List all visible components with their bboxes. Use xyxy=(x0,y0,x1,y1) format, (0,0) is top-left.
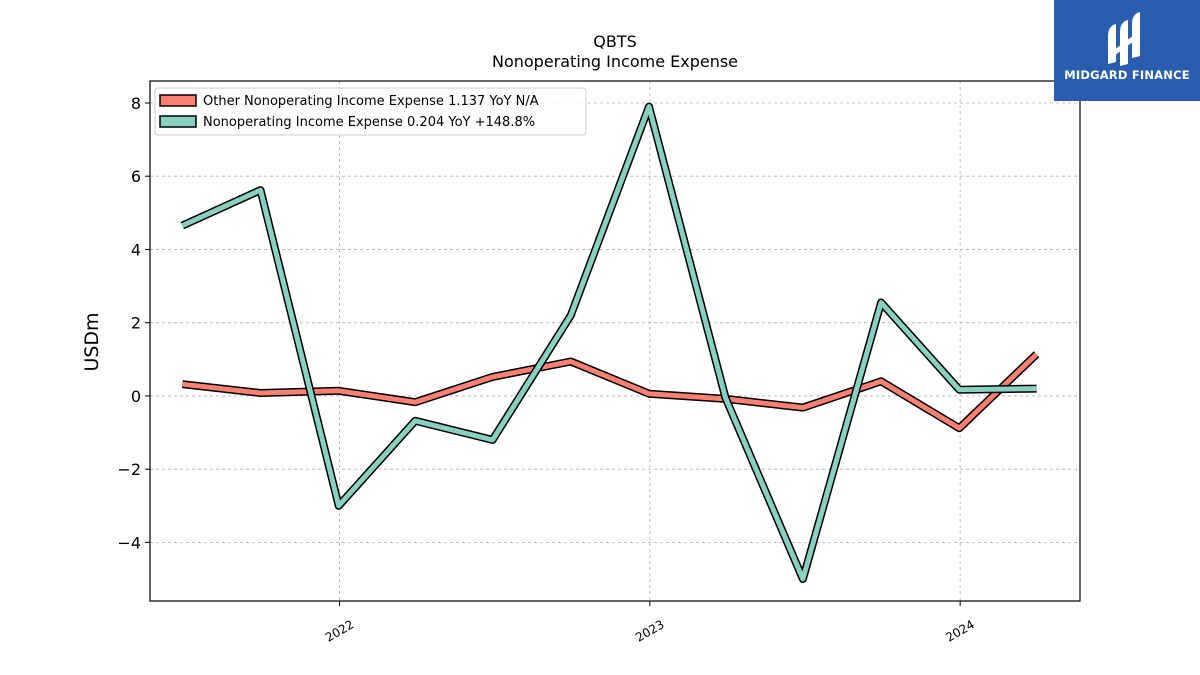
x-axis: 2022 2023 2024 xyxy=(323,601,977,645)
y-tick-label: 2 xyxy=(131,314,141,333)
legend-box xyxy=(154,87,587,136)
chart-subtitle: Nonoperating Income Expense xyxy=(492,52,738,71)
x-tick-label: 2022 xyxy=(323,617,356,644)
legend-swatch-nonoperating xyxy=(159,115,197,128)
y-tick-label: −2 xyxy=(117,460,141,479)
legend-label-other-nonoperating: Other Nonoperating Income Expense 1.137 … xyxy=(203,94,539,109)
series-lines xyxy=(180,102,1040,583)
grid-lines xyxy=(150,81,1080,601)
y-tick-label: −4 xyxy=(117,533,141,552)
legend: Other Nonoperating Income Expense 1.137 … xyxy=(154,87,587,136)
series-line-1 xyxy=(181,104,1037,582)
y-axis: 8 6 4 2 0 −2 −4 xyxy=(117,94,150,552)
y-tick-label: 8 xyxy=(131,94,141,113)
legend-swatch-other-nonoperating xyxy=(159,94,197,107)
brand-logo: MIDGARD FINANCE xyxy=(1054,0,1200,101)
chart-title: QBTS xyxy=(593,32,637,51)
y-tick-label: 6 xyxy=(131,167,141,186)
series-outline-1 xyxy=(180,102,1037,583)
midgard-logo-icon xyxy=(1108,12,1140,66)
plot-frame xyxy=(149,80,1081,602)
logo-text: MIDGARD FINANCE xyxy=(1064,68,1190,82)
y-tick-label: 4 xyxy=(131,240,141,259)
x-tick-label: 2024 xyxy=(943,617,976,644)
x-tick-label: 2023 xyxy=(633,617,666,644)
legend-label-nonoperating: Nonoperating Income Expense 0.204 YoY +1… xyxy=(203,115,535,130)
series-line-0 xyxy=(182,352,1039,431)
y-tick-label: 0 xyxy=(131,387,141,406)
y-axis-label: USDm xyxy=(81,312,103,371)
